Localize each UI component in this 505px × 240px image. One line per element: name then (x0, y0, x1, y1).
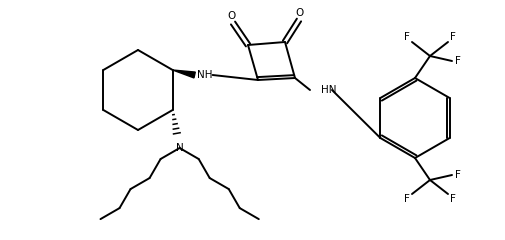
Text: NH: NH (196, 70, 212, 80)
Text: O: O (227, 11, 236, 21)
Text: N: N (175, 143, 183, 153)
Text: F: F (449, 32, 455, 42)
Text: F: F (454, 56, 460, 66)
Text: HN: HN (320, 85, 336, 95)
Text: F: F (403, 194, 409, 204)
Text: F: F (449, 194, 455, 204)
Text: O: O (295, 8, 304, 18)
Text: F: F (454, 170, 460, 180)
Polygon shape (172, 70, 195, 78)
Text: F: F (403, 32, 409, 42)
